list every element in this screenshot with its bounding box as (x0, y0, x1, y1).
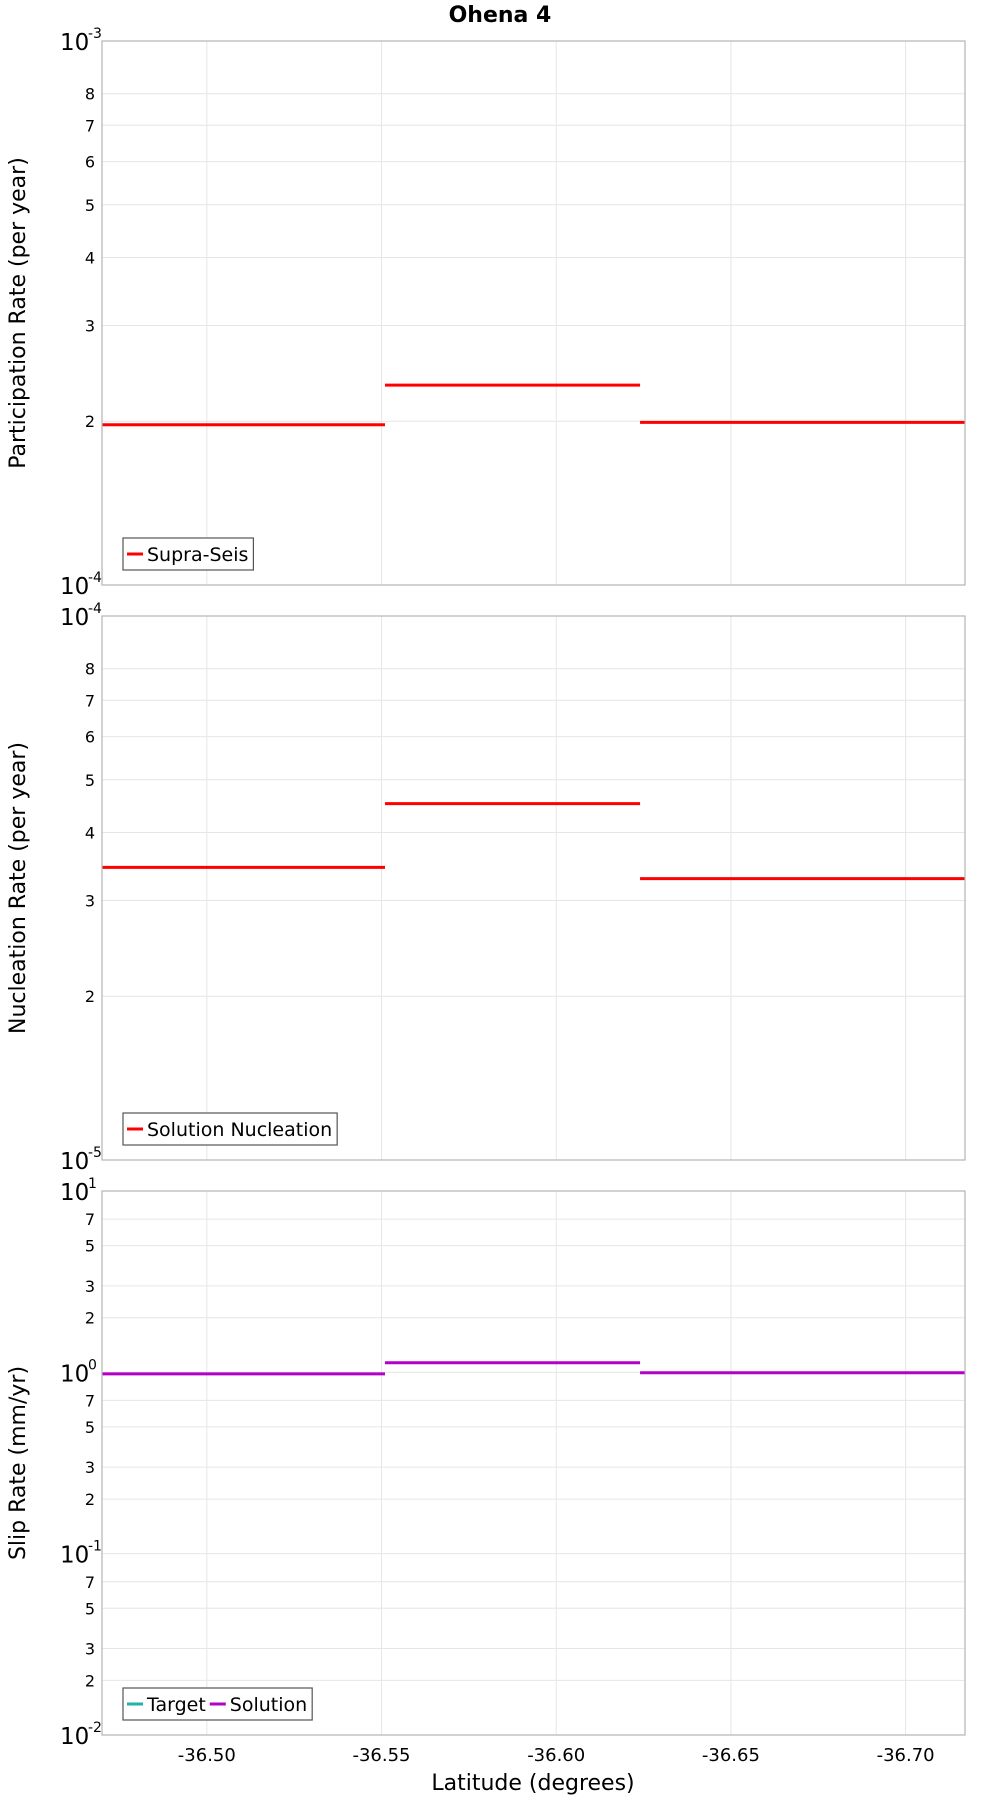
x-tick-label: -36.65 (702, 1745, 760, 1766)
y-tick-label: 5 (85, 771, 95, 790)
y-tick-label: 7 (85, 1573, 95, 1592)
y-decade-label: 10 (60, 1724, 89, 1750)
y-tick-label: 3 (85, 891, 95, 910)
legend-box (122, 537, 255, 571)
y-decade-exponent: -3 (88, 26, 102, 42)
y-tick-label: 2 (85, 1309, 95, 1328)
x-axis: -36.50 -36.55 -36.60 -36.65 -36.70 (178, 1745, 935, 1766)
y-tick-label: 2 (85, 1671, 95, 1690)
x-tick-label: -36.60 (527, 1745, 585, 1766)
legend-box (122, 1112, 338, 1146)
legend: Supra-Seis (122, 537, 255, 571)
x-tick-label: -36.70 (877, 1745, 935, 1766)
legend-label: Supra-Seis (147, 544, 248, 566)
y-tick-label: 3 (85, 316, 95, 335)
y-tick-label: 7 (85, 1391, 95, 1410)
chart-title: Ohena 4 (449, 3, 552, 28)
plot-area (102, 616, 965, 1160)
x-tick-label: -36.50 (178, 1745, 236, 1766)
y-decade-exponent: -5 (88, 1145, 102, 1161)
series-solution (102, 1361, 965, 1376)
legend-box (122, 1687, 313, 1721)
y-tick-label: 5 (85, 1418, 95, 1437)
y-tick-label: 3 (85, 1458, 95, 1477)
y-tick-label: 7 (85, 1210, 95, 1229)
y-tick-label: 2 (85, 987, 95, 1006)
y-tick-label: 7 (85, 691, 95, 710)
plot-area (102, 41, 965, 585)
y-tick-label: 3 (85, 1639, 95, 1658)
y-decade-label: 10 (60, 1149, 89, 1175)
y-axis-label: Nucleation Rate (per year) (6, 742, 31, 1034)
legend: Solution Nucleation (122, 1112, 338, 1146)
y-tick-label: 6 (85, 728, 95, 747)
x-tick-label: -36.55 (352, 1745, 410, 1766)
y-decade-label: 10 (60, 30, 89, 56)
legend-label: Solution Nucleation (147, 1119, 332, 1141)
series-supra-seis (102, 383, 965, 427)
y-decade-exponent: -1 (88, 1539, 102, 1555)
y-decade-exponent: -2 (88, 1720, 102, 1736)
y-tick-label: 6 (85, 153, 95, 172)
x-axis-label: Latitude (degrees) (431, 1771, 634, 1796)
y-tick-label: 7 (85, 116, 95, 135)
y-decade-label: 10 (60, 605, 89, 631)
y-decade-exponent: -4 (88, 601, 102, 617)
plot-frame (101, 615, 966, 1161)
plot-frame (101, 40, 966, 586)
y-decade-label: 10 (60, 1361, 89, 1387)
legend: Target Solution (122, 1687, 313, 1721)
plot-frame (101, 1190, 966, 1736)
y-tick-label: 5 (85, 196, 95, 215)
y-tick-label: 3 (85, 1277, 95, 1296)
y-tick-label: 2 (85, 1490, 95, 1509)
legend-label: Target (146, 1694, 206, 1716)
y-tick-label: 5 (85, 1237, 95, 1256)
series-solution-nucleation (102, 802, 965, 881)
y-decade-label: 10 (60, 1180, 89, 1206)
y-axis-label: Slip Rate (mm/yr) (6, 1366, 31, 1560)
y-tick-label: 4 (85, 823, 95, 842)
y-decade-exponent: 1 (88, 1176, 97, 1192)
y-tick-label: 2 (85, 412, 95, 431)
plot-area (102, 1191, 965, 1735)
y-axis-label: Participation Rate (per year) (6, 157, 31, 469)
y-tick-label: 5 (85, 1599, 95, 1618)
y-tick-label: 8 (85, 660, 95, 679)
y-decade-label: 10 (60, 1543, 89, 1569)
y-tick-label: 4 (85, 248, 95, 267)
y-decade-exponent: -4 (88, 570, 102, 586)
y-decade-exponent: 0 (88, 1357, 97, 1373)
y-tick-label: 8 (85, 85, 95, 104)
legend-label: Solution (230, 1694, 307, 1716)
y-decade-label: 10 (60, 574, 89, 600)
